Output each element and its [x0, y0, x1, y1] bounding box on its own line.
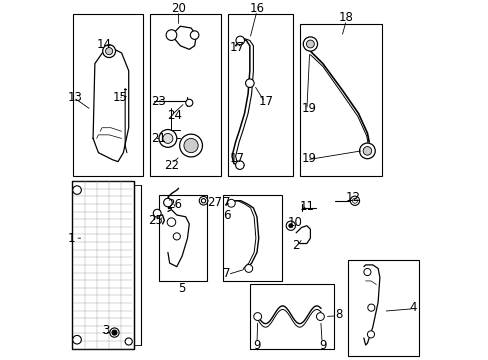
Circle shape — [316, 312, 324, 320]
Text: 20: 20 — [171, 2, 185, 15]
Text: 27: 27 — [207, 196, 222, 209]
Circle shape — [359, 143, 374, 159]
Text: 26: 26 — [167, 198, 182, 211]
Circle shape — [349, 196, 359, 206]
Circle shape — [163, 198, 172, 207]
Circle shape — [102, 45, 115, 58]
Circle shape — [288, 224, 292, 228]
Circle shape — [190, 31, 199, 39]
Circle shape — [167, 218, 175, 226]
Circle shape — [363, 147, 371, 155]
Text: 14: 14 — [97, 37, 111, 50]
Circle shape — [253, 312, 261, 320]
Circle shape — [367, 304, 374, 311]
Circle shape — [73, 336, 81, 344]
Text: 4: 4 — [409, 301, 416, 314]
Text: 25: 25 — [148, 214, 163, 227]
Circle shape — [199, 197, 207, 205]
Text: 7: 7 — [223, 267, 230, 280]
Text: 7: 7 — [223, 196, 230, 209]
Text: 8: 8 — [335, 308, 342, 321]
Text: 17: 17 — [229, 152, 244, 165]
Circle shape — [245, 79, 254, 87]
Text: 17: 17 — [229, 41, 244, 54]
Text: 2: 2 — [292, 239, 300, 252]
Circle shape — [303, 37, 317, 51]
Bar — [150, 14, 221, 176]
Text: 13: 13 — [68, 91, 83, 104]
Text: 21: 21 — [150, 132, 165, 145]
Circle shape — [173, 233, 180, 240]
Text: 6: 6 — [223, 208, 230, 221]
Bar — [299, 24, 381, 176]
Bar — [223, 195, 281, 281]
Circle shape — [73, 186, 81, 194]
Text: 11: 11 — [299, 199, 314, 213]
Circle shape — [183, 138, 198, 153]
Circle shape — [236, 36, 244, 45]
Circle shape — [112, 330, 117, 335]
Text: 17: 17 — [258, 95, 273, 108]
Circle shape — [244, 265, 252, 273]
Circle shape — [163, 134, 173, 143]
Circle shape — [153, 209, 161, 217]
Bar — [347, 260, 418, 356]
Text: 9: 9 — [319, 338, 326, 352]
Text: 15: 15 — [112, 91, 127, 104]
Text: 23: 23 — [150, 95, 165, 108]
Text: 1: 1 — [68, 232, 76, 245]
Circle shape — [179, 134, 202, 157]
Text: 19: 19 — [301, 102, 316, 114]
Text: 16: 16 — [249, 2, 264, 15]
Bar — [159, 195, 207, 281]
Text: 12: 12 — [346, 191, 360, 204]
Bar — [228, 14, 292, 176]
Circle shape — [166, 30, 177, 40]
Circle shape — [105, 48, 112, 55]
Circle shape — [366, 331, 374, 338]
Bar — [249, 284, 333, 348]
Text: 24: 24 — [166, 109, 182, 122]
Text: 3: 3 — [102, 324, 109, 337]
Circle shape — [125, 338, 132, 345]
Bar — [73, 14, 142, 176]
Circle shape — [306, 40, 314, 48]
Text: 9: 9 — [253, 338, 260, 352]
Text: 5: 5 — [178, 282, 185, 294]
Circle shape — [363, 269, 370, 276]
Circle shape — [285, 221, 295, 230]
Text: 22: 22 — [163, 159, 179, 172]
Circle shape — [159, 130, 177, 147]
Text: 19: 19 — [301, 152, 316, 165]
Circle shape — [110, 328, 119, 337]
Text: 18: 18 — [338, 11, 353, 24]
Circle shape — [185, 99, 192, 106]
Text: 10: 10 — [286, 216, 302, 229]
Circle shape — [235, 161, 244, 170]
Circle shape — [227, 199, 235, 207]
Circle shape — [352, 198, 357, 203]
